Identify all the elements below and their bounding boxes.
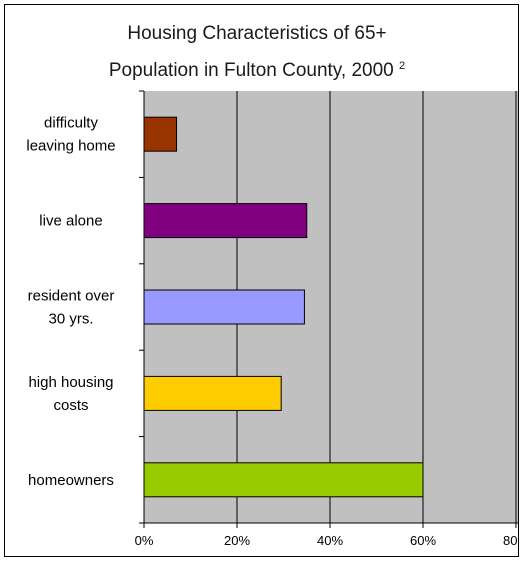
category-label-line: leaving home <box>26 138 115 155</box>
category-label: difficulty leaving home <box>26 115 115 155</box>
x-tick-label: 40% <box>317 533 343 548</box>
bar-series <box>143 116 424 498</box>
x-tick-labels: 0% 20% 40% 60% 80% <box>135 533 519 548</box>
category-label-line: costs <box>53 397 88 414</box>
category-label-line: live alone <box>39 213 102 230</box>
chart-title-line-2: Population in Fulton County, 2000 2 <box>109 60 405 81</box>
category-label-line: resident over <box>28 288 115 305</box>
bar <box>143 116 178 152</box>
category-labels: difficulty leaving home live alone resident… <box>26 115 115 489</box>
chart-canvas: Housing Characteristics of 65+ Populatio… <box>26 23 519 548</box>
bar <box>143 462 424 498</box>
chart-frame: Housing Characteristics of 65+ Populatio… <box>4 4 519 557</box>
chart-title-superscript: 2 <box>399 60 405 72</box>
bar <box>143 375 282 411</box>
chart-title-line-2-text: Population in Fulton County, 2000 <box>109 60 394 81</box>
bar <box>143 203 308 239</box>
category-label: homeowners <box>28 472 114 489</box>
category-label-line: homeowners <box>28 472 114 489</box>
chart-title-line-1: Housing Characteristics of 65+ <box>127 23 386 44</box>
bar <box>143 289 305 325</box>
x-tick-label: 20% <box>224 533 250 548</box>
x-tick-label: 80% <box>503 533 519 548</box>
category-label-line: high housing <box>28 374 113 391</box>
x-tick-label: 60% <box>410 533 436 548</box>
category-label: live alone <box>39 213 102 230</box>
category-label: resident over 30 yrs. <box>28 288 115 328</box>
axes <box>139 90 518 528</box>
category-label: high housing costs <box>28 374 113 414</box>
category-label-line: difficulty <box>44 115 98 132</box>
category-label-line: 30 yrs. <box>48 311 93 328</box>
gridlines <box>236 91 517 523</box>
x-tick-label: 0% <box>135 533 154 548</box>
